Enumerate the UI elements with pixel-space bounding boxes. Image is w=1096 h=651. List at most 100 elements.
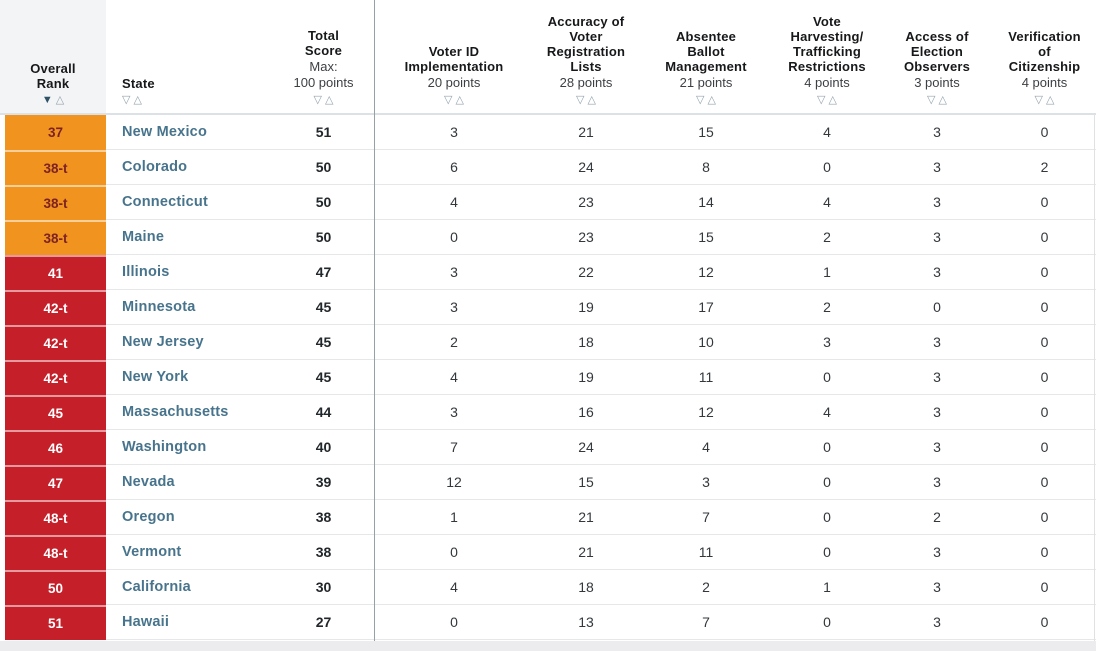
column-header-overall-rank[interactable]: Overall Rank ▼ △ (0, 0, 106, 113)
column-header-election-observers[interactable]: Access of Election Observers 3 points ▽ … (881, 0, 993, 113)
state-cell[interactable]: Colorado (106, 150, 272, 185)
column-header-absentee-ballot[interactable]: Absentee Ballot Management 21 points ▽ △ (639, 0, 773, 113)
state-cell[interactable]: Illinois (106, 255, 272, 290)
total-score-value: 50 (315, 194, 332, 210)
rank-value: 47 (47, 476, 64, 491)
score-value: 23 (578, 194, 594, 210)
total-score-cell: 51 (272, 115, 375, 150)
sort-descending-icon[interactable]: ▽ (696, 94, 705, 106)
registration-accuracy-cell: 24 (533, 430, 639, 465)
sort-ascending-icon[interactable]: △ (325, 94, 334, 106)
sort-control[interactable]: ▽ △ (927, 95, 947, 106)
column-header-vote-harvesting[interactable]: Vote Harvesting/ Trafficking Restriction… (773, 0, 881, 113)
state-cell[interactable]: New Jersey (106, 325, 272, 360)
sort-descending-icon[interactable]: ▽ (444, 94, 453, 106)
sort-ascending-icon[interactable]: △ (707, 94, 716, 106)
sort-ascending-icon[interactable]: △ (587, 94, 596, 106)
column-title: Accuracy of Voter Registration Lists (546, 14, 626, 74)
state-link[interactable]: Colorado (122, 159, 188, 175)
sort-descending-icon[interactable]: ▽ (817, 94, 826, 106)
sort-control[interactable]: ▽ △ (314, 95, 334, 106)
state-link[interactable]: Oregon (122, 509, 175, 525)
state-cell[interactable]: California (106, 570, 272, 605)
state-cell[interactable]: Oregon (106, 500, 272, 535)
voter-id-cell: 3 (375, 115, 533, 150)
citizenship-verification-cell: 0 (993, 465, 1096, 500)
sort-control[interactable]: ▽ △ (696, 95, 716, 106)
state-link[interactable]: Illinois (122, 264, 170, 280)
score-value: 21 (578, 124, 594, 140)
state-link[interactable]: Connecticut (122, 194, 208, 210)
sort-ascending-icon[interactable]: △ (938, 94, 947, 106)
sort-descending-icon[interactable]: ▽ (1034, 94, 1043, 106)
score-value: 0 (1040, 229, 1049, 245)
election-observers-cell: 3 (881, 220, 993, 255)
column-header-state[interactable]: State ▽ △ (106, 0, 272, 113)
score-value: 4 (450, 369, 458, 385)
sort-ascending-icon[interactable]: △ (55, 94, 65, 106)
score-value: 2 (702, 579, 710, 595)
total-score-value: 30 (315, 579, 332, 595)
state-link[interactable]: California (122, 579, 191, 595)
sort-descending-icon[interactable]: ▽ (122, 94, 131, 106)
state-cell[interactable]: Connecticut (106, 185, 272, 220)
column-header-citizenship-verification[interactable]: Verification of Citizenship 4 points ▽ △ (993, 0, 1096, 113)
state-link[interactable]: New York (122, 369, 189, 385)
score-value: 0 (1040, 439, 1049, 455)
state-cell[interactable]: Vermont (106, 535, 272, 570)
state-link[interactable]: New Jersey (122, 334, 204, 350)
total-score-cell: 40 (272, 430, 375, 465)
vote-harvesting-cell: 1 (773, 255, 881, 290)
sort-control[interactable]: ▽ △ (122, 95, 142, 106)
column-header-registration-accuracy[interactable]: Accuracy of Voter Registration Lists 28 … (533, 0, 639, 113)
sort-control[interactable]: ▽ △ (444, 95, 464, 106)
sort-ascending-icon[interactable]: △ (133, 94, 142, 106)
column-title: Absentee Ballot Management (665, 29, 747, 74)
sort-control[interactable]: ▽ △ (576, 95, 596, 106)
score-value: 0 (1040, 369, 1049, 385)
sort-descending-icon[interactable]: ▼ (41, 94, 53, 106)
state-link[interactable]: Vermont (122, 544, 182, 560)
absentee-ballot-cell: 10 (639, 325, 773, 360)
sort-descending-icon[interactable]: ▽ (313, 94, 322, 106)
state-cell[interactable]: Minnesota (106, 290, 272, 325)
state-cell[interactable]: Hawaii (106, 605, 272, 640)
state-link[interactable]: Hawaii (122, 614, 170, 630)
state-cell[interactable]: New Mexico (106, 115, 272, 150)
sort-ascending-icon[interactable]: △ (828, 94, 837, 106)
state-link[interactable]: Minnesota (122, 299, 196, 315)
table-row: 38-t Maine 50 0 23 15 2 3 0 (0, 220, 1096, 255)
sort-descending-icon[interactable]: ▽ (927, 94, 936, 106)
state-link[interactable]: Maine (122, 229, 165, 245)
sort-descending-icon[interactable]: ▽ (576, 94, 585, 106)
total-score-value: 40 (315, 439, 332, 455)
sort-ascending-icon[interactable]: △ (455, 94, 464, 106)
state-cell[interactable]: Massachusetts (106, 395, 272, 430)
vote-harvesting-cell: 2 (773, 220, 881, 255)
state-link[interactable]: New Mexico (122, 124, 207, 140)
election-observers-cell: 3 (881, 570, 993, 605)
sort-ascending-icon[interactable]: △ (1046, 94, 1055, 106)
score-value: 0 (1040, 194, 1049, 210)
state-link[interactable]: Massachusetts (122, 404, 229, 420)
citizenship-verification-cell: 0 (993, 570, 1096, 605)
state-link[interactable]: Washington (122, 439, 207, 455)
sort-control[interactable]: ▽ △ (1035, 95, 1055, 106)
table-row: 48-t Oregon 38 1 21 7 0 2 0 (0, 500, 1096, 535)
column-header-total-score[interactable]: Total Score Max: 100 points ▽ △ (272, 0, 375, 113)
sort-control[interactable]: ▽ △ (817, 95, 837, 106)
sort-control[interactable]: ▼ △ (42, 95, 64, 106)
state-link[interactable]: Nevada (122, 474, 175, 490)
column-max-points: Max: 100 points (293, 59, 354, 90)
state-cell[interactable]: New York (106, 360, 272, 395)
score-value: 2 (823, 299, 831, 315)
state-cell[interactable]: Washington (106, 430, 272, 465)
state-cell[interactable]: Nevada (106, 465, 272, 500)
state-cell[interactable]: Maine (106, 220, 272, 255)
score-value: 7 (702, 509, 710, 525)
table-row: 42-t New Jersey 45 2 18 10 3 3 0 (0, 325, 1096, 360)
absentee-ballot-cell: 12 (639, 255, 773, 290)
column-header-voter-id[interactable]: Voter ID Implementation 20 points ▽ △ (375, 0, 533, 113)
column-points: 28 points (559, 75, 613, 90)
